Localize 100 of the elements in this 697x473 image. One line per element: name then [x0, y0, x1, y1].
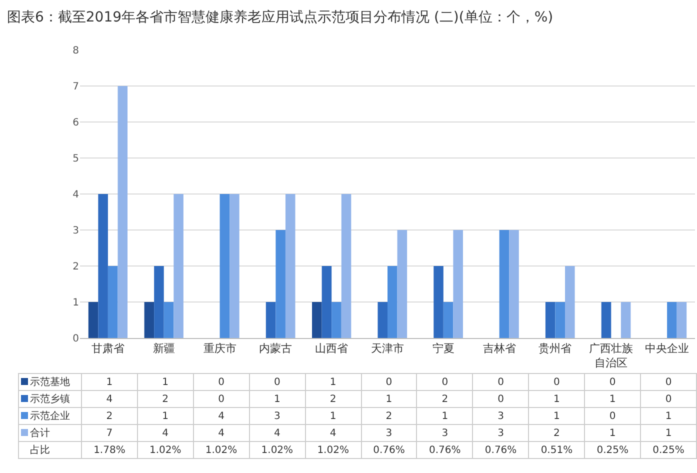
x-tick-label: 天津市 — [371, 342, 404, 356]
data-label: 3 — [472, 408, 529, 424]
bar — [378, 302, 388, 338]
bar — [499, 230, 510, 338]
text: 0.51% — [528, 442, 585, 458]
data-label: 1 — [640, 424, 696, 442]
bar — [434, 266, 444, 338]
data-label: 0 — [416, 374, 473, 390]
data-label: 2 — [305, 390, 362, 408]
y-tick-label: 1 — [72, 298, 79, 308]
bar — [154, 266, 164, 338]
y-tick-label: 6 — [72, 118, 79, 128]
data-label: 2 — [361, 408, 417, 424]
x-tick-label: 山西省 — [315, 342, 348, 356]
legend-label: 合计 — [18, 424, 82, 442]
bar — [545, 302, 556, 338]
x-tick-label: 贵州省 — [538, 342, 572, 356]
bar — [509, 230, 519, 338]
data-label: 0 — [472, 374, 529, 390]
data-label: 0 — [249, 374, 306, 390]
data-label: 1 — [416, 408, 473, 424]
bar — [397, 230, 408, 338]
bar — [620, 302, 631, 338]
data-label: 0 — [193, 374, 250, 390]
data-label: 1 — [640, 408, 696, 424]
y-tick-label: 7 — [72, 82, 79, 92]
x-tick-label: 新疆 — [152, 342, 175, 356]
bar — [453, 230, 463, 338]
text: 占比 — [18, 442, 82, 458]
bar — [667, 302, 677, 338]
x-tick-label: 内蒙古 — [259, 342, 292, 356]
text: 0.76% — [361, 442, 417, 458]
bar — [312, 302, 322, 338]
x-tick-label: 广西壮族自治区 — [589, 342, 634, 370]
data-label: 1 — [584, 424, 641, 442]
bar — [88, 302, 98, 338]
bar — [108, 266, 118, 338]
data-label: 0 — [640, 374, 696, 390]
data-label: 3 — [416, 424, 473, 442]
data-label: 0 — [472, 390, 529, 408]
y-tick-label: 3 — [72, 226, 79, 236]
bar — [676, 302, 687, 338]
data-label: 1 — [584, 390, 641, 408]
data-label: 1 — [528, 408, 585, 424]
bar — [98, 194, 108, 338]
text: 1.02% — [249, 442, 306, 458]
data-label: 3 — [249, 408, 306, 424]
data-label: 1 — [361, 390, 417, 408]
bar — [332, 302, 342, 338]
data-label: 3 — [361, 424, 417, 442]
data-label: 4 — [137, 424, 194, 442]
chart-title: 图表6：截至2019年各省市智慧健康养老应用试点示范项目分布情况 (二)(单位：个，%) — [6, 10, 554, 26]
data-label: 2 — [137, 390, 194, 408]
text: 1.78% — [82, 442, 138, 458]
bar — [220, 194, 230, 338]
y-tick-label: 8 — [72, 46, 79, 56]
bar — [565, 266, 575, 338]
bar — [174, 194, 184, 338]
legend-label: 示范基地 — [18, 374, 82, 390]
data-label: 1 — [137, 374, 194, 390]
bar — [144, 302, 154, 338]
data-label: 4 — [193, 408, 250, 424]
data-label: 0 — [528, 374, 585, 390]
text: 1.02% — [193, 442, 250, 458]
x-tick-label: 吉林省 — [482, 342, 516, 356]
text: 1.02% — [305, 442, 362, 458]
data-label: 1 — [137, 408, 194, 424]
bar — [388, 266, 398, 338]
bar — [164, 302, 174, 338]
legend-label: 示范乡镇 — [18, 390, 82, 408]
x-tick-label: 甘肃省 — [91, 342, 124, 356]
data-label: 0 — [584, 408, 641, 424]
bar — [276, 230, 286, 338]
text: 1.02% — [137, 442, 194, 458]
legend-label: 示范企业 — [18, 408, 82, 424]
data-label: 4 — [305, 424, 362, 442]
text: 0.76% — [472, 442, 529, 458]
bar — [230, 194, 240, 338]
text: 0.25% — [640, 442, 696, 458]
y-tick-label: 5 — [72, 154, 79, 164]
bar — [322, 266, 332, 338]
bar — [341, 194, 352, 338]
x-tick-label: 重庆市 — [203, 342, 236, 356]
bar — [443, 302, 454, 338]
data-label: 4 — [249, 424, 306, 442]
data-label: 0 — [193, 390, 250, 408]
bar — [555, 302, 566, 338]
y-tick-label: 2 — [72, 262, 79, 272]
data-label: 2 — [416, 390, 473, 408]
data-label: 1 — [528, 390, 585, 408]
data-label: 4 — [193, 424, 250, 442]
data-label: 0 — [361, 374, 417, 390]
data-label: 2 — [528, 424, 585, 442]
text: 0.76% — [416, 442, 473, 458]
data-label: 0 — [584, 374, 641, 390]
text: 0.25% — [584, 442, 641, 458]
data-label: 1 — [305, 374, 362, 390]
data-label: 3 — [472, 424, 529, 442]
x-tick-label: 中央企业 — [645, 342, 690, 356]
x-tick-label: 宁夏 — [432, 342, 454, 356]
